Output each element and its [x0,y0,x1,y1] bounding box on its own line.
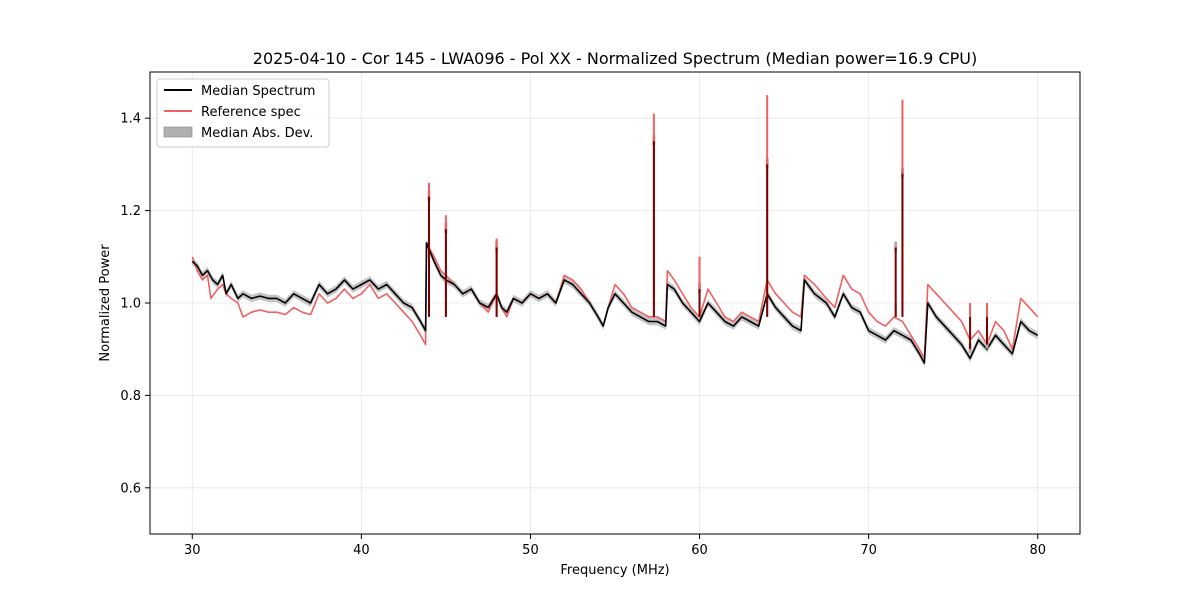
x-tick-label: 30 [184,543,201,558]
legend-label-mad: Median Abs. Dev. [201,126,313,141]
spike-layer [427,95,989,354]
x-tick-label: 50 [522,543,539,558]
y-axis-ticks: 0.6 0.8 1.0 1.2 1.4 [120,112,150,496]
y-axis-label: Normalized Power [98,244,113,362]
x-tick-label: 70 [860,543,877,558]
x-tick-label: 80 [1029,543,1046,558]
x-tick-label: 60 [691,543,708,558]
x-axis-label: Frequency (MHz) [560,563,669,578]
chart-title: 2025-04-10 - Cor 145 - LWA096 - Pol XX -… [253,49,977,68]
legend-label-median: Median Spectrum [201,84,315,99]
x-tick-label: 40 [353,543,370,558]
series-layer [191,242,1039,364]
x-axis-ticks: 30 40 50 60 70 80 [184,534,1046,558]
legend-swatch-mad [163,126,193,138]
y-tick-label: 1.2 [120,204,141,219]
legend: Median Spectrum Reference spec Median Ab… [156,78,330,148]
y-tick-label: 0.6 [120,481,141,496]
legend-box [156,78,330,148]
y-tick-label: 1.0 [120,297,141,312]
median-spectrum-line [191,242,1039,364]
y-tick-label: 0.8 [120,389,141,404]
y-tick-label: 1.4 [120,112,141,127]
legend-label-reference: Reference spec [201,105,301,120]
